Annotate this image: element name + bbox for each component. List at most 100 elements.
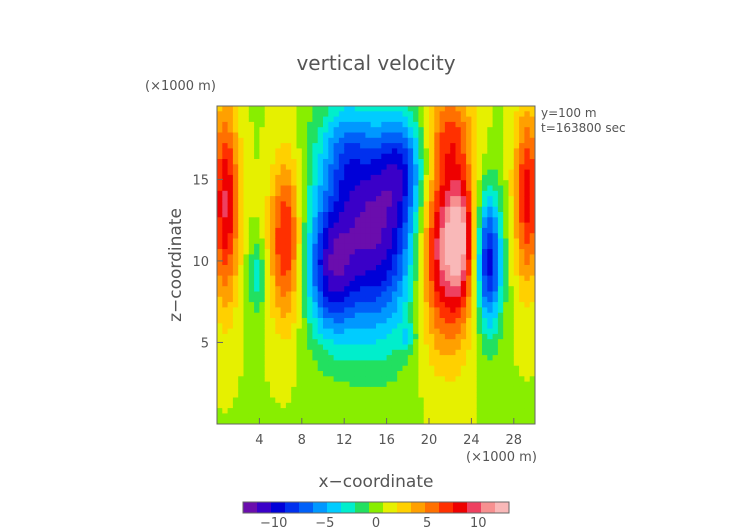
heatmap-cell [482, 408, 488, 414]
heatmap-cell [418, 116, 425, 123]
heatmap-cell [391, 238, 398, 245]
y-tick-label: 10 [192, 255, 209, 270]
heatmap-cell [413, 360, 419, 367]
heatmap-cell [243, 169, 250, 176]
heatmap-cell [397, 137, 403, 144]
heatmap-cell [360, 408, 366, 414]
heatmap-cell [254, 259, 260, 266]
heatmap-cell [508, 164, 515, 170]
heatmap-cell [338, 180, 345, 186]
heatmap-cell [365, 222, 372, 229]
heatmap-cell [455, 249, 462, 255]
heatmap-cell [466, 201, 472, 208]
heatmap-cell [270, 365, 276, 372]
heatmap-cell [513, 164, 520, 170]
heatmap-cell [460, 397, 467, 404]
heatmap-cell [466, 302, 472, 308]
heatmap-cell [466, 413, 472, 420]
heatmap-cell [423, 397, 430, 404]
heatmap-cell [397, 344, 403, 351]
heatmap-cell [386, 217, 393, 223]
heatmap-cell [450, 185, 456, 192]
heatmap-cell [227, 217, 234, 223]
heatmap-cell [487, 270, 493, 276]
heatmap-cell [423, 265, 430, 271]
heatmap-cell [487, 275, 493, 282]
heatmap-cell [270, 371, 276, 377]
heatmap-cell [391, 376, 398, 382]
heatmap-cell [503, 265, 509, 271]
heatmap-cell [460, 249, 467, 255]
heatmap-cell [413, 185, 419, 192]
heatmap-cell [285, 212, 292, 218]
heatmap-cell [254, 296, 260, 303]
heatmap-cell [285, 174, 292, 181]
heatmap-cell [381, 360, 387, 367]
heatmap-cell [460, 360, 467, 367]
heatmap-cell [439, 318, 446, 324]
heatmap-cell [402, 164, 409, 170]
heatmap-cell [497, 360, 504, 367]
heatmap-cell [429, 333, 435, 340]
heatmap-cell [270, 402, 276, 409]
heatmap-cell [439, 307, 446, 314]
heatmap-cell [333, 159, 340, 165]
heatmap-cell [423, 238, 430, 245]
heatmap-cell [312, 344, 319, 351]
heatmap-cell [280, 116, 287, 123]
heatmap-cell [381, 238, 387, 245]
heatmap-cell [444, 148, 451, 155]
heatmap-cell [280, 408, 287, 414]
heatmap-cell [529, 402, 536, 409]
heatmap-cell [439, 169, 446, 176]
heatmap-cell [360, 418, 366, 425]
heatmap-cell [248, 180, 255, 186]
heatmap-cell [386, 291, 393, 298]
heatmap-cell [524, 143, 531, 149]
heatmap-cell [360, 397, 366, 404]
heatmap-cell [227, 397, 234, 404]
heatmap-cell [513, 265, 520, 271]
heatmap-cell [338, 376, 345, 382]
heatmap-cell [376, 307, 382, 314]
heatmap-cell [280, 296, 287, 303]
heatmap-cell [460, 392, 467, 398]
heatmap-cell [301, 180, 308, 186]
heatmap-cell [301, 402, 308, 409]
heatmap-cell [254, 137, 260, 144]
heatmap-cell [349, 127, 356, 133]
heatmap-cell [217, 206, 223, 213]
heatmap-cell [296, 408, 303, 414]
heatmap-cell [460, 254, 467, 261]
heatmap-cell [333, 180, 340, 186]
heatmap-cell [296, 106, 303, 112]
heatmap-cell [360, 365, 366, 372]
heatmap-cell [503, 148, 509, 155]
heatmap-cell [307, 286, 313, 292]
heatmap-cell [296, 159, 303, 165]
heatmap-cell [402, 111, 409, 117]
heatmap-cell [232, 286, 239, 292]
heatmap-cell [291, 328, 297, 335]
heatmap-cell [323, 259, 329, 266]
heatmap-cell [222, 180, 228, 186]
heatmap-cell [323, 159, 329, 165]
heatmap-cell [402, 132, 409, 139]
heatmap-cell [407, 270, 414, 276]
heatmap-cell [254, 339, 260, 345]
heatmap-cell [407, 360, 414, 367]
heatmap-cell [270, 275, 276, 282]
heatmap-cell [243, 259, 250, 266]
heatmap-cell [349, 307, 356, 314]
heatmap-cell [381, 397, 387, 404]
heatmap-cell [418, 153, 425, 160]
heatmap-cell [508, 312, 515, 319]
heatmap-cell [264, 381, 271, 388]
heatmap-cell [222, 116, 228, 123]
heatmap-cell [338, 106, 345, 112]
heatmap-cell [248, 148, 255, 155]
heatmap-cell [492, 355, 499, 361]
heatmap-cell [338, 392, 345, 398]
heatmap-cell [344, 328, 350, 335]
heatmap-cell [529, 259, 536, 266]
